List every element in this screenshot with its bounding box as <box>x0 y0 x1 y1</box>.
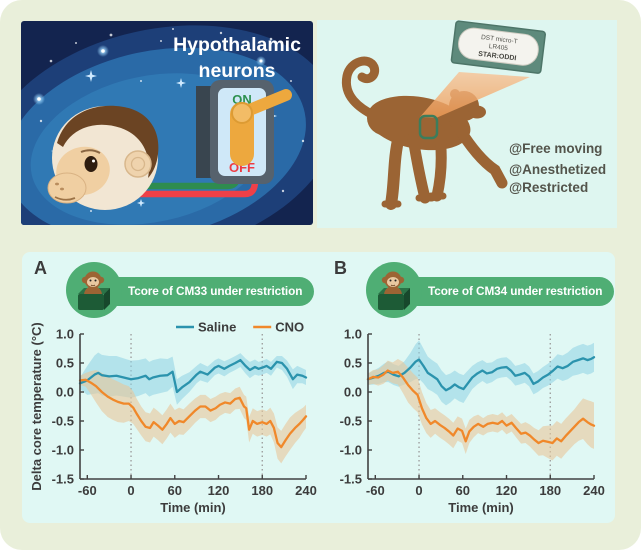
monkey-chair-icon <box>366 262 422 318</box>
device-label-line-2: LR405 <box>488 43 508 52</box>
panel-label-a: A <box>34 258 47 278</box>
hind-leg-1 <box>385 130 405 210</box>
y-tick-label: 1.0 <box>56 327 74 342</box>
y-axis-title: Delta core temperature (°C) <box>30 322 44 490</box>
eyebrow <box>80 149 101 154</box>
monkey-scene-svg: DST micro-T LR405 STAR:ODDI <box>317 20 617 228</box>
condition-restricted: @Restricted <box>509 180 589 195</box>
y-tick-label: -0.5 <box>52 414 74 429</box>
temperature-logger-device: DST micro-T LR405 STAR:ODDI <box>450 20 546 74</box>
mouth <box>54 196 76 201</box>
panel-label-b: B <box>334 258 347 278</box>
y-tick-label: 0.0 <box>56 385 74 400</box>
cno-band <box>80 369 306 464</box>
glow-stars <box>33 45 266 105</box>
cno-line <box>366 369 596 445</box>
chart-b-svg: -60 0 60 120 180 240 1.0 0.5 0.0 -0.5 -1.0 -1.5 Time… <box>340 327 605 516</box>
x-tick-label: 180 <box>539 483 561 498</box>
lever-pivot <box>231 102 253 124</box>
feet <box>381 192 447 208</box>
y-tick-label: -1.5 <box>340 472 362 487</box>
x-tick-label: 0 <box>415 483 422 498</box>
monkey-chair-icon <box>66 262 122 318</box>
switch-shadow-box <box>196 86 214 178</box>
y-tick-label: -1.0 <box>340 443 362 458</box>
cno-band <box>368 358 594 461</box>
y-tick-label: 1.0 <box>344 327 362 342</box>
device-label-line-1: DST micro-T <box>481 34 518 45</box>
panel-b: B Tcore of CM34 under restriction -60 0 60… <box>330 258 620 520</box>
x-tick-label: 120 <box>208 483 230 498</box>
legend-label-cno: CNO <box>275 320 304 335</box>
monkey-logger-illustration: DST micro-T LR405 STAR:ODDI @Free moving… <box>317 20 617 228</box>
x-tick-label: 60 <box>168 483 182 498</box>
panel-a: A Tcore of CM33 under restriction -60 0 60… <box>30 258 320 520</box>
title-line-2: neurons <box>199 60 276 82</box>
y-tick-label: 0.5 <box>344 356 362 371</box>
saline-line <box>366 356 596 392</box>
eye <box>84 156 98 172</box>
x-axis-title: Time (min) <box>160 500 226 515</box>
tail <box>341 56 380 121</box>
x-tick-label: 240 <box>583 483 605 498</box>
muzzle <box>468 105 486 119</box>
x-tick-label: 0 <box>127 483 134 498</box>
chart-a-svg: -60 0 60 120 180 240 1.0 0.5 0.0 -0.5 -1.0 -1.5 Time… <box>30 320 317 516</box>
muzzle <box>47 172 87 204</box>
x-tick-label: -60 <box>78 483 97 498</box>
space-scene-svg: Hypothalamic neurons <box>21 21 313 225</box>
toggle-switch: ON OFF <box>196 80 292 184</box>
y-tick-label: -1.5 <box>52 472 74 487</box>
x-tick-label: 60 <box>456 483 470 498</box>
chart-b-title-badge: Tcore of CM34 under restriction <box>394 277 615 306</box>
x-axis-title: Time (min) <box>448 500 514 515</box>
implant-site-marker <box>418 114 439 140</box>
chart-a-title-badge: Tcore of CM33 under restriction <box>94 277 315 306</box>
saline-band <box>368 340 594 406</box>
condition-anesthetized: @Anesthetized <box>509 162 607 177</box>
x-tick-label: 120 <box>496 483 518 498</box>
front-leg <box>431 124 447 202</box>
x-tick-label: 240 <box>295 483 317 498</box>
hypothalamic-neurons-illustration: Hypothalamic neurons <box>21 21 313 225</box>
y-tick-label: -0.5 <box>340 414 362 429</box>
x-tick-label: -60 <box>366 483 385 498</box>
figure-panel: A Tcore of CM33 under restriction -60 0 60… <box>22 252 615 523</box>
hind-leg-2 <box>407 132 431 204</box>
y-tick-label: 0.0 <box>344 385 362 400</box>
device-label-line-3: STAR:ODDI <box>478 51 517 63</box>
x-tick-label: 180 <box>251 483 273 498</box>
saline-line <box>78 358 308 394</box>
condition-free-moving: @Free moving <box>509 141 603 156</box>
front-arm <box>449 116 508 189</box>
ear <box>124 150 152 178</box>
hair-cap <box>57 105 159 178</box>
title-line-1: Hypothalamic <box>173 34 301 56</box>
cno-line <box>78 378 308 449</box>
y-tick-label: -1.0 <box>52 443 74 458</box>
device-beam <box>420 72 530 118</box>
legend-label-saline: Saline <box>198 320 236 335</box>
monkey-head-icon <box>47 105 159 210</box>
y-tick-label: 0.5 <box>56 356 74 371</box>
